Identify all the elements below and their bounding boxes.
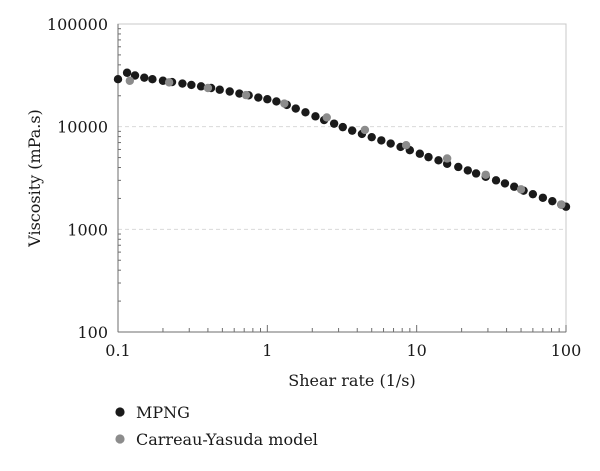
data-point: [434, 156, 443, 165]
data-point: [203, 83, 213, 93]
data-point: [322, 113, 331, 122]
x-axis-title: Shear rate (1/s): [288, 371, 415, 390]
data-point: [338, 122, 347, 132]
data-point: [528, 189, 538, 199]
data-point: [215, 85, 224, 94]
y-axis-title: Viscosity (mPa.s): [25, 109, 44, 248]
legend: MPNG Carreau-Yasuda model: [115, 403, 318, 449]
data-point: [140, 73, 149, 82]
data-point: [130, 71, 140, 80]
legend-label: MPNG: [136, 403, 190, 422]
data-point: [148, 74, 157, 84]
data-point: [178, 79, 187, 88]
data-point: [196, 82, 206, 91]
data-point: [113, 74, 123, 84]
data-point: [360, 125, 370, 135]
data-point: [500, 179, 510, 188]
data-point: [377, 136, 386, 145]
y-tick-label: 100000: [47, 15, 108, 34]
data-point: [424, 152, 433, 162]
x-tick-label: 0.1: [105, 341, 130, 360]
data-point: [164, 78, 174, 87]
data-point: [491, 176, 501, 185]
x-tick-label: 100: [551, 341, 582, 360]
data-point: [463, 166, 473, 175]
data-point: [386, 139, 395, 148]
data-point: [272, 97, 281, 106]
series-1: [113, 68, 571, 211]
data-point: [263, 95, 272, 104]
data-point: [291, 104, 300, 113]
data-point: [538, 193, 548, 202]
legend-label: Carreau-Yasuda model: [136, 430, 318, 449]
data-point: [235, 89, 244, 98]
legend-marker: [115, 434, 125, 444]
y-tick-label: 10000: [57, 118, 108, 137]
series-2: [125, 76, 566, 209]
y-tick-label: 100: [77, 323, 108, 342]
data-point: [548, 196, 557, 206]
x-tick-label: 10: [406, 341, 426, 360]
data-point: [301, 108, 310, 117]
data-point: [329, 119, 339, 128]
x-tick-label: 1: [262, 341, 272, 360]
data-point: [401, 140, 411, 150]
data-point: [225, 87, 234, 96]
data-point: [442, 154, 452, 163]
data-point: [481, 170, 490, 179]
data-point: [415, 149, 425, 158]
data-point: [187, 80, 196, 90]
data-point: [280, 99, 289, 108]
series-points: [113, 68, 571, 211]
data-point: [347, 126, 357, 135]
data-point: [367, 132, 376, 142]
data-point: [125, 76, 135, 85]
data-point: [254, 93, 263, 102]
data-point: [516, 185, 526, 194]
data-point: [471, 169, 481, 178]
data-point: [122, 68, 132, 77]
data-point: [510, 182, 519, 191]
legend-marker: [115, 407, 125, 417]
data-point: [557, 200, 566, 209]
data-point: [454, 162, 463, 172]
data-point: [241, 90, 251, 100]
data-point: [311, 112, 320, 121]
y-tick-label: 1000: [67, 220, 108, 239]
axes: 100 1000 10000 100000 0.1 1 10 100: [47, 15, 581, 360]
